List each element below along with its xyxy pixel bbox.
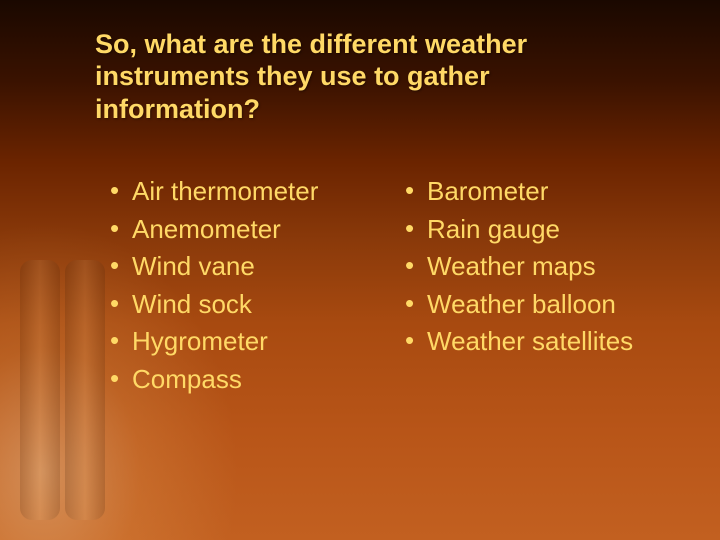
list-item-text: Wind vane xyxy=(132,250,255,283)
list-item: • Wind sock xyxy=(110,288,385,321)
bullet-icon: • xyxy=(405,325,427,356)
list-item: • Hygrometer xyxy=(110,325,385,358)
bullet-icon: • xyxy=(110,213,132,244)
list-item: • Rain gauge xyxy=(405,213,680,246)
list-left: • Air thermometer • Anemometer • Wind va… xyxy=(110,175,385,395)
list-item: • Wind vane xyxy=(110,250,385,283)
list-item: • Anemometer xyxy=(110,213,385,246)
bullet-icon: • xyxy=(405,213,427,244)
bullet-icon: • xyxy=(110,363,132,394)
list-item: • Barometer xyxy=(405,175,680,208)
list-item: • Weather satellites xyxy=(405,325,680,358)
column-right: • Barometer • Rain gauge • Weather maps … xyxy=(405,175,680,400)
list-item-text: Barometer xyxy=(427,175,548,208)
list-item: • Weather maps xyxy=(405,250,680,283)
list-item-text: Weather maps xyxy=(427,250,596,283)
list-item-text: Hygrometer xyxy=(132,325,268,358)
column-left: • Air thermometer • Anemometer • Wind va… xyxy=(110,175,385,400)
bullet-icon: • xyxy=(405,175,427,206)
bullet-icon: • xyxy=(110,250,132,281)
list-item-text: Anemometer xyxy=(132,213,281,246)
list-item-text: Air thermometer xyxy=(132,175,318,208)
bullet-icon: • xyxy=(110,288,132,319)
bullet-icon: • xyxy=(110,175,132,206)
content-columns: • Air thermometer • Anemometer • Wind va… xyxy=(110,175,680,400)
list-item-text: Weather satellites xyxy=(427,325,633,358)
bullet-icon: • xyxy=(405,288,427,319)
slide: So, what are the different weather instr… xyxy=(0,0,720,540)
list-item: • Compass xyxy=(110,363,385,396)
bullet-icon: • xyxy=(405,250,427,281)
list-right: • Barometer • Rain gauge • Weather maps … xyxy=(405,175,680,358)
bullet-icon: • xyxy=(110,325,132,356)
list-item: • Weather balloon xyxy=(405,288,680,321)
list-item-text: Wind sock xyxy=(132,288,252,321)
list-item-text: Compass xyxy=(132,363,242,396)
list-item-text: Weather balloon xyxy=(427,288,616,321)
list-item-text: Rain gauge xyxy=(427,213,560,246)
list-item: • Air thermometer xyxy=(110,175,385,208)
slide-title: So, what are the different weather instr… xyxy=(95,28,660,125)
